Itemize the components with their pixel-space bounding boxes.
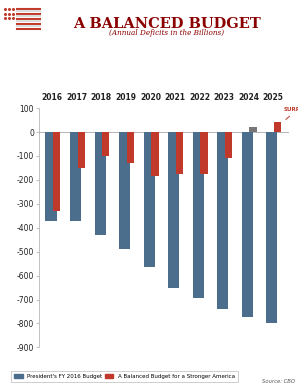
Bar — [249, 127, 257, 132]
Bar — [77, 132, 85, 168]
Bar — [200, 132, 208, 174]
Text: Source: CBO: Source: CBO — [262, 379, 295, 384]
Bar — [102, 132, 109, 156]
Bar — [144, 132, 155, 267]
Bar — [70, 132, 81, 220]
Bar — [151, 132, 159, 176]
Bar — [53, 132, 60, 211]
Bar — [193, 132, 204, 298]
Bar — [127, 132, 134, 163]
Legend: President's FY 2016 Budget, A Balanced Budget for a Stronger America: President's FY 2016 Budget, A Balanced B… — [12, 371, 238, 382]
Bar — [225, 132, 232, 158]
Text: SURPLUS: SURPLUS — [284, 107, 298, 119]
Bar — [46, 132, 57, 220]
Bar — [176, 132, 183, 174]
Bar — [242, 132, 253, 317]
Bar — [94, 132, 105, 235]
Bar — [119, 132, 130, 249]
Bar — [274, 122, 281, 132]
Bar — [266, 132, 277, 323]
Text: A BALANCED BUDGET: A BALANCED BUDGET — [73, 17, 261, 31]
Text: (Annual Deficits in the Billions): (Annual Deficits in the Billions) — [109, 29, 224, 37]
Bar — [217, 132, 228, 309]
Bar — [168, 132, 179, 288]
Bar — [249, 127, 257, 132]
